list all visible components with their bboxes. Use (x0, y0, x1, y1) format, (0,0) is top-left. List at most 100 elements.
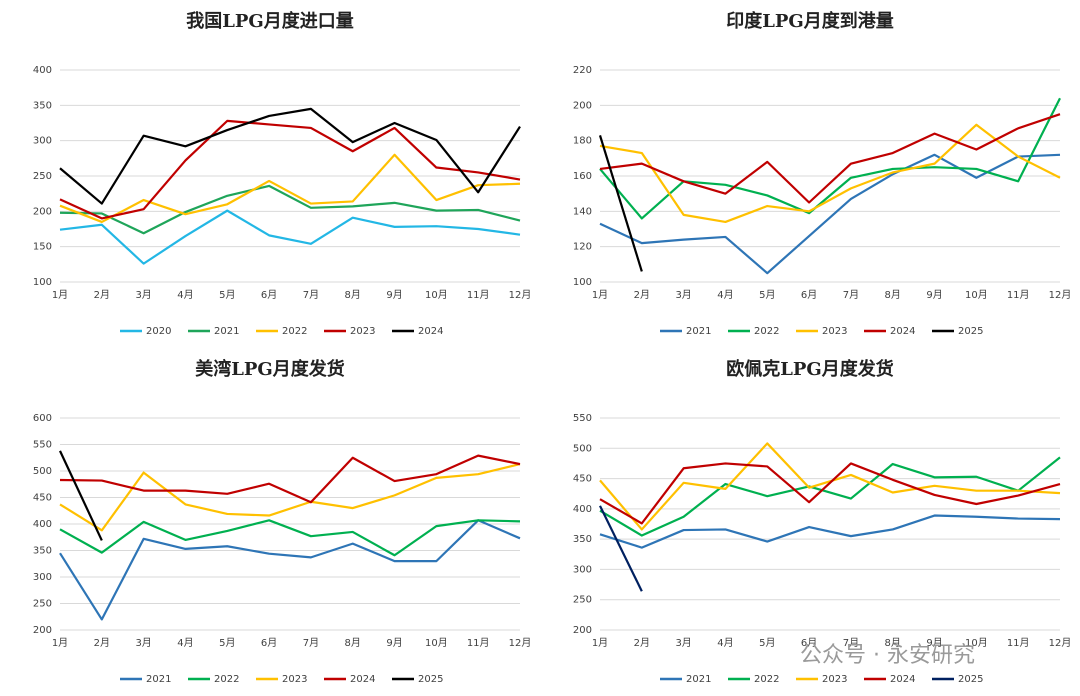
legend-label: 2025 (958, 326, 983, 337)
y-tick-label: 300 (33, 572, 52, 583)
x-tick-label: 5月 (219, 637, 235, 649)
series-line (59, 153, 521, 224)
chart-title: 印度LPG月度到港量 (726, 10, 894, 32)
x-tick-label: 9月 (926, 637, 942, 649)
x-tick-label: 12月 (509, 289, 532, 301)
x-tick-label: 7月 (843, 637, 859, 649)
x-tick-label: 12月 (1049, 637, 1072, 649)
y-tick-label: 100 (33, 277, 52, 288)
series-line (598, 135, 643, 272)
watermark: 公众号 · 永安研究 (800, 643, 975, 668)
x-tick-label: 3月 (675, 289, 691, 301)
y-tick-label: 160 (573, 171, 592, 182)
x-tick-label: 11月 (1007, 289, 1030, 301)
x-tick-label: 8月 (345, 289, 361, 301)
x-tick-label: 1月 (592, 289, 608, 301)
x-tick-label: 4月 (177, 289, 193, 301)
y-tick-label: 250 (33, 599, 52, 610)
y-tick-label: 350 (33, 546, 52, 557)
x-tick-label: 5月 (759, 289, 775, 301)
x-tick-label: 3月 (135, 637, 151, 649)
y-tick-label: 180 (573, 136, 592, 147)
x-tick-label: 2月 (634, 289, 650, 301)
legend-label: 2023 (350, 326, 375, 337)
x-tick-label: 2月 (94, 637, 110, 649)
legend-label: 2023 (822, 674, 847, 685)
legend-label: 2022 (282, 326, 307, 337)
x-tick-label: 10月 (425, 289, 448, 301)
x-tick-label: 12月 (509, 637, 532, 649)
chart: 印度LPG月度到港量 100 120 140 160 180 200 220 1月 2月 3月 4月 5… (573, 10, 1071, 337)
y-tick-label: 550 (573, 413, 592, 424)
series-line (59, 463, 521, 532)
x-tick-label: 2月 (94, 289, 110, 301)
x-tick-label: 6月 (801, 289, 817, 301)
y-tick-label: 400 (573, 504, 592, 515)
x-tick-label: 6月 (801, 637, 817, 649)
legend-label: 2021 (686, 674, 711, 685)
series-line (59, 119, 521, 220)
series-line (599, 456, 1061, 537)
x-tick-label: 4月 (177, 637, 193, 649)
x-tick-label: 6月 (261, 637, 277, 649)
series-line (599, 113, 1061, 204)
x-tick-label: 3月 (675, 637, 691, 649)
y-tick-label: 140 (573, 206, 592, 217)
x-tick-label: 10月 (425, 637, 448, 649)
x-tick-label: 11月 (467, 637, 490, 649)
x-tick-label: 1月 (592, 637, 608, 649)
x-tick-label: 7月 (843, 289, 859, 301)
series-line (599, 462, 1061, 525)
x-tick-label: 4月 (717, 637, 733, 649)
legend-label: 2024 (890, 674, 915, 685)
x-tick-label: 5月 (759, 637, 775, 649)
legend-label: 2024 (350, 674, 375, 685)
x-tick-label: 6月 (261, 289, 277, 301)
y-tick-label: 300 (33, 136, 52, 147)
x-tick-label: 8月 (345, 637, 361, 649)
series-line (599, 97, 1061, 220)
x-tick-label: 4月 (717, 289, 733, 301)
y-tick-label: 550 (33, 440, 52, 451)
chart: 美湾LPG月度发货 200 250 300 350 400 450 500 550 600 1月 2月… (33, 358, 531, 685)
y-tick-label: 300 (573, 564, 592, 575)
legend-label: 2024 (418, 326, 443, 337)
legend-label: 2023 (282, 674, 307, 685)
y-tick-label: 400 (33, 65, 52, 76)
x-tick-label: 9月 (926, 289, 942, 301)
x-tick-label: 7月 (303, 289, 319, 301)
legend-label: 2023 (822, 326, 847, 337)
x-tick-label: 3月 (135, 289, 151, 301)
series-line (599, 514, 1061, 549)
y-tick-label: 220 (573, 65, 592, 76)
legend-label: 2025 (418, 674, 443, 685)
series-line (599, 123, 1061, 224)
y-tick-label: 200 (33, 625, 52, 636)
legend-label: 2024 (890, 326, 915, 337)
y-tick-label: 500 (33, 466, 52, 477)
y-tick-label: 500 (573, 443, 592, 454)
series-line (59, 184, 521, 235)
y-tick-label: 120 (573, 242, 592, 253)
series-line (59, 454, 521, 504)
legend-label: 2021 (686, 326, 711, 337)
x-tick-label: 1月 (52, 637, 68, 649)
series-line (599, 153, 1061, 275)
x-tick-label: 11月 (1007, 637, 1030, 649)
series-line (59, 519, 521, 621)
y-tick-label: 150 (33, 242, 52, 253)
chart: 欧佩克LPG月度发货 200 250 300 350 400 450 500 550 1月 2月 3月… (573, 358, 1071, 685)
x-tick-label: 11月 (467, 289, 490, 301)
y-tick-label: 200 (573, 625, 592, 636)
chart-title: 我国LPG月度进口量 (186, 10, 354, 32)
series-line (59, 519, 521, 557)
legend-label: 2022 (214, 674, 239, 685)
y-tick-label: 450 (33, 493, 52, 504)
legend-label: 2021 (214, 326, 239, 337)
series-line (599, 505, 643, 592)
legend-label: 2025 (958, 674, 983, 685)
chart-title: 美湾LPG月度发货 (195, 358, 345, 380)
series-line (599, 442, 1061, 531)
y-tick-label: 100 (573, 277, 592, 288)
